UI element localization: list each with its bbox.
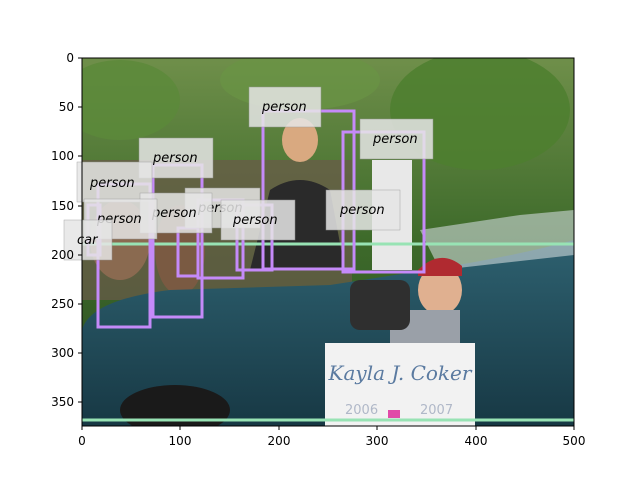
detection-labels: person person person person person perso… — [63, 86, 434, 261]
svg-text:person: person — [339, 203, 385, 218]
label-person-4: person — [76, 161, 153, 203]
svg-text:person: person — [372, 132, 418, 147]
y-tick-label: 200 — [51, 248, 74, 262]
sign-text-year-right: 2007 — [420, 403, 453, 418]
svg-text:person: person — [261, 100, 307, 115]
svg-text:person: person — [232, 213, 278, 228]
y-tick-label: 300 — [51, 346, 74, 360]
x-axis: 0 100 200 300 400 500 — [78, 426, 585, 448]
svg-text:person: person — [152, 151, 198, 166]
x-tick-label: 300 — [366, 434, 389, 448]
y-tick-label: 50 — [59, 100, 74, 114]
x-tick-label: 100 — [169, 434, 192, 448]
y-axis: 0 50 100 150 200 250 300 350 — [51, 51, 82, 409]
label-person-9: person — [325, 189, 401, 231]
y-tick-label: 100 — [51, 149, 74, 163]
x-tick-label: 200 — [268, 434, 291, 448]
x-tick-label: 0 — [78, 434, 86, 448]
x-tick-label: 400 — [465, 434, 488, 448]
y-tick-label: 350 — [51, 395, 74, 409]
svg-text:person: person — [89, 176, 135, 191]
svg-text:person: person — [151, 206, 197, 221]
y-tick-label: 0 — [66, 51, 74, 65]
car-box — [82, 242, 574, 422]
label-car: car — [63, 219, 113, 261]
sign-text-name: Kayla J. Coker — [328, 361, 473, 385]
y-tick-label: 150 — [51, 199, 74, 213]
sign-text-year-left: 2006 — [345, 403, 378, 418]
x-tick-label: 500 — [563, 434, 586, 448]
svg-text:car: car — [77, 233, 99, 248]
label-person-1: person — [248, 86, 322, 128]
label-person-7: person — [220, 199, 296, 241]
y-tick-label: 250 — [51, 297, 74, 311]
label-person-2: person — [359, 118, 434, 160]
photo: Kayla J. Coker 2006 2007 — [82, 58, 574, 426]
axes-frame — [81, 57, 575, 427]
